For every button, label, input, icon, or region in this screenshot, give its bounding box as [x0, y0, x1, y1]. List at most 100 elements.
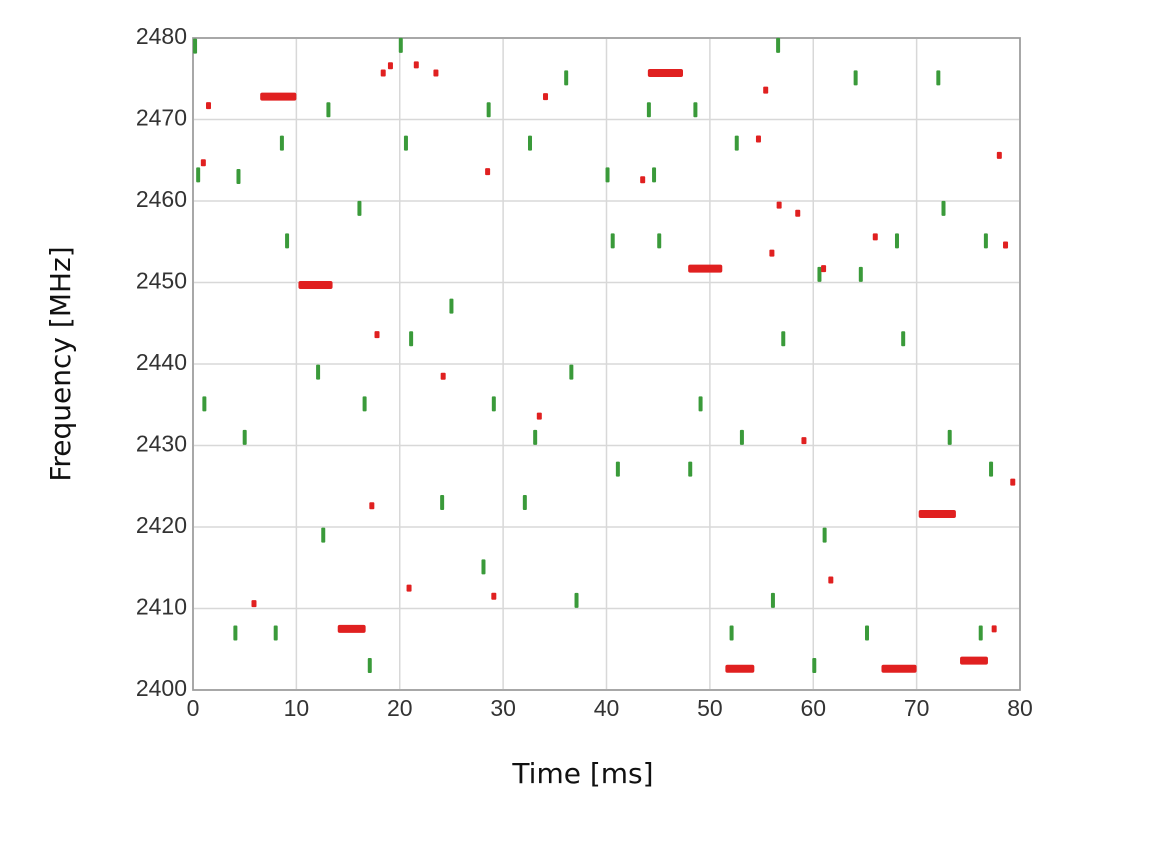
burst: [574, 592, 579, 608]
x-tick-label: 80: [1007, 695, 1033, 721]
burst-bar: [647, 69, 683, 78]
x-tick-label: 0: [187, 695, 200, 721]
burst: [374, 331, 380, 339]
y-tick-label: 2460: [136, 186, 187, 212]
burst: [991, 625, 997, 633]
burst: [853, 70, 858, 86]
burst: [206, 102, 212, 110]
burst: [657, 233, 662, 249]
burst: [486, 102, 491, 118]
burst: [200, 159, 206, 167]
burst: [989, 461, 994, 477]
burst: [409, 331, 414, 347]
y-tick-label: 2470: [136, 105, 187, 131]
burst: [440, 495, 445, 511]
burst: [947, 429, 952, 445]
burst: [872, 233, 878, 241]
burst: [812, 658, 817, 674]
burst-bar: [337, 624, 366, 633]
x-tick-label: 10: [284, 695, 310, 721]
burst: [236, 169, 241, 185]
burst: [770, 592, 775, 608]
y-tick-label: 2440: [136, 349, 187, 375]
burst: [536, 412, 542, 420]
burst: [569, 364, 574, 380]
burst: [817, 266, 822, 282]
burst: [398, 37, 403, 53]
burst-bar: [260, 92, 297, 101]
burst: [795, 209, 801, 217]
burst: [821, 265, 827, 273]
burst: [978, 625, 983, 641]
burst: [610, 233, 615, 249]
x-tick-label: 40: [594, 695, 620, 721]
burst: [413, 61, 419, 69]
burst-bar: [688, 264, 723, 273]
burst: [485, 168, 491, 176]
burst: [729, 625, 734, 641]
burst: [433, 69, 439, 77]
burst-bar: [725, 664, 755, 673]
burst: [1010, 478, 1016, 486]
burst: [357, 200, 362, 216]
burst: [533, 429, 538, 445]
burst: [781, 331, 786, 347]
burst: [822, 527, 827, 543]
x-tick-label: 20: [387, 695, 413, 721]
burst: [755, 135, 761, 143]
burst: [367, 658, 372, 674]
burst-bar: [918, 509, 956, 518]
burst: [491, 396, 496, 412]
burst: [316, 364, 321, 380]
burst: [233, 625, 238, 641]
burst: [196, 167, 201, 183]
burst: [698, 396, 703, 412]
burst: [193, 38, 198, 54]
burst: [983, 233, 988, 249]
burst: [202, 396, 207, 412]
plot-area: [192, 37, 1021, 691]
burst: [936, 70, 941, 86]
x-tick-label: 60: [800, 695, 826, 721]
burst: [279, 135, 284, 151]
burst: [403, 135, 408, 151]
burst: [865, 625, 870, 641]
burst: [326, 102, 331, 118]
burst: [776, 37, 781, 53]
burst: [739, 429, 744, 445]
burst: [763, 86, 769, 94]
burst: [321, 527, 326, 543]
burst: [481, 559, 486, 575]
burst: [387, 62, 393, 70]
burst: [858, 266, 863, 282]
burst: [996, 151, 1002, 159]
x-tick-label: 30: [490, 695, 516, 721]
burst: [564, 70, 569, 86]
y-tick-label: 2400: [136, 675, 187, 701]
burst: [640, 176, 646, 184]
burst: [491, 592, 497, 600]
burst: [615, 461, 620, 477]
burst: [528, 135, 533, 151]
burst-bar: [881, 664, 917, 673]
x-tick-label: 50: [697, 695, 723, 721]
burst: [380, 69, 386, 77]
burst: [242, 429, 247, 445]
burst: [901, 331, 906, 347]
burst: [941, 200, 946, 216]
x-axis-title: Time [ms]: [511, 757, 653, 790]
burst: [688, 461, 693, 477]
burst: [801, 437, 807, 445]
burst: [362, 396, 367, 412]
burst: [251, 600, 257, 608]
burst: [440, 372, 446, 380]
burst-bar: [298, 280, 333, 289]
burst: [449, 298, 454, 314]
burst: [285, 233, 290, 249]
burst: [543, 93, 549, 101]
burst: [646, 102, 651, 118]
burst: [769, 249, 775, 257]
burst: [605, 167, 610, 183]
burst-bar: [960, 656, 988, 665]
